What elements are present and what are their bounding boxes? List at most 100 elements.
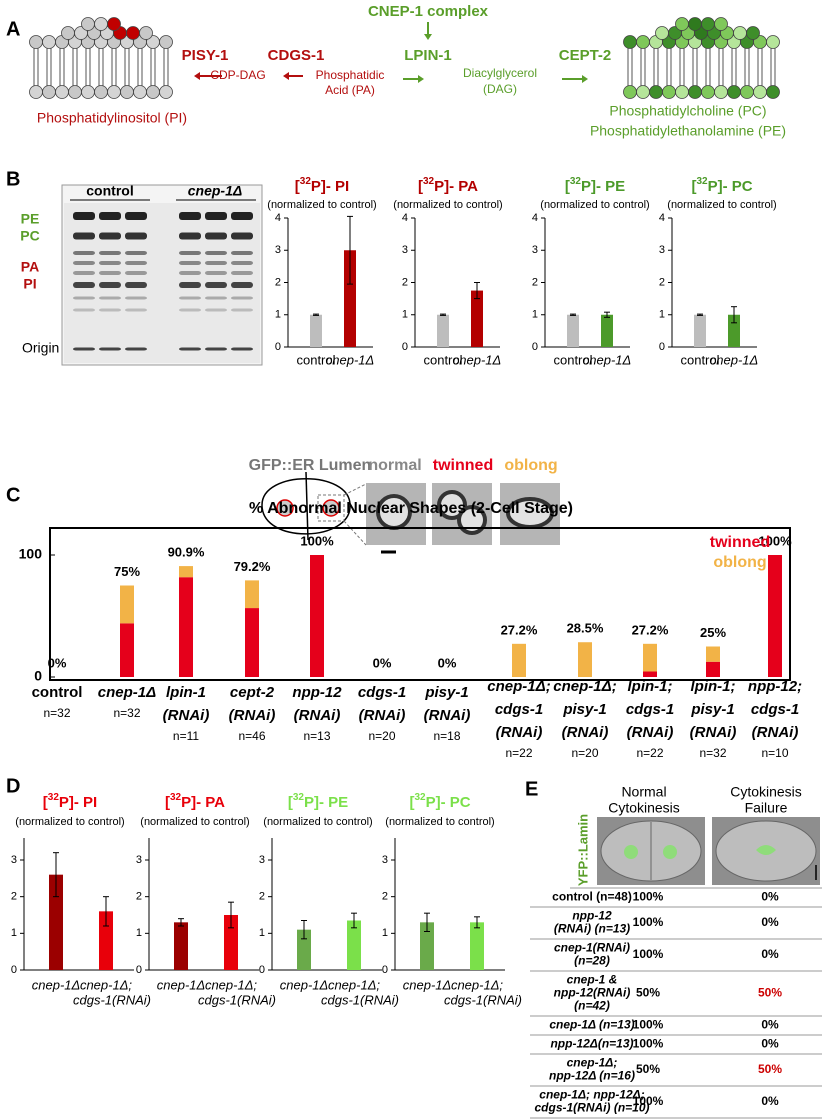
x-tick-label: (RNAi): [562, 724, 609, 741]
x-tick-label: cnep-1Δ: [98, 684, 156, 701]
n-label: n=10: [761, 746, 788, 760]
row-label: npp-12Δ(n=13): [550, 1037, 633, 1051]
lipid-head: [701, 17, 715, 31]
bar-chart: [32P]- PE (normalized to control) 0 1 2 3 4 con…: [532, 176, 650, 367]
lipid-head: [688, 85, 702, 99]
chart-title: [32P]- PI: [295, 176, 349, 195]
blot-band: [99, 308, 121, 312]
nucleus-image: [457, 505, 487, 535]
row-label: (RNAi) (n=13): [554, 922, 630, 936]
title-part: P]- PA: [434, 178, 478, 195]
bar-segment: [768, 555, 782, 677]
x-tick-label: npp-12;: [748, 678, 802, 695]
bar-segment: [706, 646, 720, 662]
x-tick-label: cnep-1Δ;: [205, 977, 257, 992]
enzyme: CDGS-1: [268, 47, 325, 64]
value-label: 79.2%: [234, 559, 271, 574]
lipid-head: [55, 85, 69, 99]
bar-segment: [120, 585, 134, 624]
blot-band: [125, 212, 147, 220]
stacked-bar-chart: % Abnormal Nuclear Shapes (2-Cell Stage)…: [19, 500, 802, 760]
lipid-head: [159, 35, 173, 49]
x-tick-label: cnep-1Δ;: [328, 977, 380, 992]
y-tick-label: 4: [532, 212, 538, 224]
band-label: PI: [23, 276, 36, 292]
y-tick-label: 3: [136, 854, 142, 866]
bar-chart: [32P]- PI(normalized to control)0123cnep…: [11, 792, 151, 1007]
bar-segment: [179, 577, 193, 677]
blot-band: [205, 271, 227, 275]
title-part: [: [691, 178, 696, 195]
bar: [420, 922, 434, 970]
bar-segment: [578, 642, 592, 677]
x-tick-label: (RNAi): [752, 724, 799, 741]
x-tick-label: pisy-1: [690, 701, 734, 718]
row-label: cnep-1 &: [567, 973, 618, 987]
panel-letter: B: [6, 168, 20, 190]
chart-subtitle: (normalized to control): [15, 816, 124, 828]
title-part: 32: [570, 176, 582, 187]
lipid-head: [662, 85, 676, 99]
lipid-head: [61, 26, 75, 40]
bar: [567, 314, 579, 347]
nucleus: [322, 499, 340, 517]
x-tick-label: cdgs-1(RNAi): [198, 992, 276, 1007]
chart-subtitle: (normalized to control): [540, 199, 649, 211]
tlc-blot: [61, 184, 263, 366]
title-part: 32: [300, 176, 312, 187]
blot-band: [99, 232, 121, 240]
lipid-head: [636, 35, 650, 49]
blot-band: [73, 232, 95, 240]
x-tick-label: cdgs-1(RNAi): [321, 992, 399, 1007]
lipid-head: [740, 85, 754, 99]
bar-segment: [706, 661, 720, 677]
x-tick-label: cdgs-1: [751, 701, 799, 718]
y-tick-label: 2: [11, 891, 17, 903]
x-tick-label: cnep-1Δ: [710, 352, 758, 367]
chart-subtitle: (normalized to control): [667, 199, 776, 211]
complex: CNEP-1 complex: [368, 3, 489, 20]
y-tick-label: 2: [382, 891, 388, 903]
arrow-head: [424, 34, 432, 40]
blot-band: [125, 251, 147, 255]
table-cell: 100%: [633, 915, 664, 929]
zoom-line: [343, 483, 367, 496]
chart-subtitle: (normalized to control): [267, 199, 376, 211]
bar: [297, 929, 311, 970]
row-label: npp-12: [572, 909, 612, 923]
chart-title: [32P]- PI: [43, 792, 97, 811]
table-cell: 100%: [633, 890, 664, 904]
blot-band: [73, 296, 95, 300]
blot-band: [231, 212, 253, 220]
lipid-head: [714, 85, 728, 99]
lipid-head: [94, 17, 108, 31]
title-part: 32: [696, 176, 708, 187]
shape-label: oblong: [504, 457, 557, 474]
lipid-head: [623, 85, 637, 99]
embryo-images: [597, 817, 820, 885]
row-label: (n=42): [574, 999, 610, 1013]
y-tick-label: 4: [275, 212, 281, 224]
blot-band: [125, 347, 147, 351]
blot-band: [179, 296, 201, 300]
y-tick-label: 2: [136, 891, 142, 903]
y-tick-label: 3: [259, 854, 265, 866]
lipid-head: [675, 85, 689, 99]
bar-segment: [310, 555, 324, 677]
value-label: 27.2%: [632, 622, 669, 637]
row-label: control (n=48): [552, 890, 632, 904]
title-part: P]- PI: [59, 794, 97, 811]
x-tick-label: cnep-1Δ: [583, 352, 631, 367]
y-tick-label: 100: [19, 546, 43, 562]
blot-band: [205, 212, 227, 220]
lipid-head: [766, 35, 780, 49]
bar: [470, 922, 484, 970]
blot-band: [99, 251, 121, 255]
chart-title: [32P]- PE: [288, 792, 348, 811]
blot-band: [125, 296, 147, 300]
lipid-head: [636, 85, 650, 99]
bar-segment: [512, 643, 526, 677]
lipid-head: [753, 85, 767, 99]
lipid: Phosphatidylinositol (PI): [37, 110, 187, 126]
